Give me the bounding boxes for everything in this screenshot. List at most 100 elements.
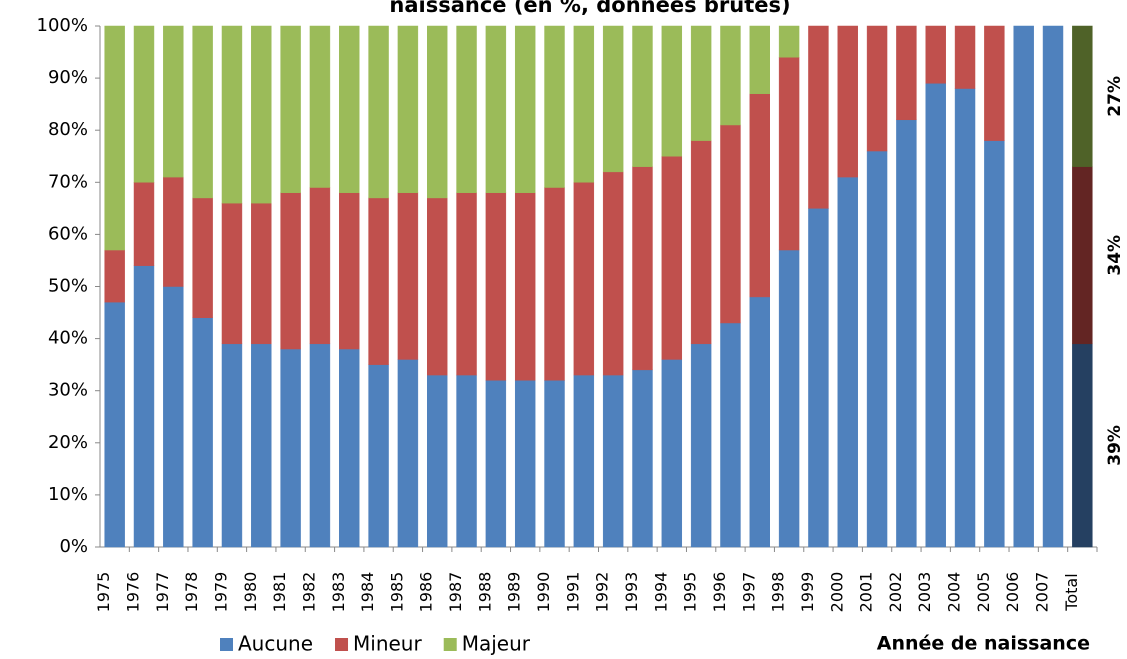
bar-segment [544, 380, 565, 548]
bar-segment [778, 249, 800, 548]
bar-segment [984, 140, 1005, 548]
y-tick-label: 60% [48, 223, 88, 244]
bar-segment [104, 249, 125, 303]
x-tick-label: 2000 [827, 572, 846, 613]
bar-segment [837, 25, 858, 178]
x-tick-label: 1993 [622, 572, 641, 613]
x-tick-label: 1999 [798, 572, 817, 613]
bar-segment [163, 176, 184, 287]
bar-segment [280, 348, 301, 548]
legend-label: Aucune [238, 632, 313, 656]
x-tick-label: 2003 [915, 572, 934, 613]
bar-segment [1072, 25, 1093, 167]
bar-segment [896, 25, 917, 121]
bar-segment [954, 25, 976, 89]
x-tick-label: 2004 [945, 572, 964, 613]
bar-segment [632, 25, 653, 167]
x-tick-label: 1997 [739, 572, 758, 613]
y-tick-label: 70% [48, 171, 88, 192]
bar-segment [221, 25, 243, 204]
bar-segment [661, 359, 683, 548]
bar-segment [1013, 25, 1034, 548]
bar-segment [104, 301, 125, 548]
bar-segment [221, 343, 243, 548]
bar-segment [309, 25, 331, 188]
bar-segment [573, 25, 595, 183]
bar-segment [309, 187, 331, 345]
bar-segment [456, 374, 477, 548]
bar-segment [514, 192, 536, 381]
y-tick-label: 100% [37, 15, 88, 36]
bar-segment [690, 25, 712, 141]
bar-segment [133, 265, 155, 548]
bar-segment [397, 25, 419, 193]
x-tick-label: 1995 [681, 572, 700, 613]
bar-segment [866, 25, 888, 152]
x-tick-label: 1989 [505, 572, 524, 613]
y-tick-label: 0% [59, 536, 88, 557]
bar-segment [339, 348, 360, 548]
bar-segment [896, 119, 917, 548]
y-tick-label: 20% [48, 432, 88, 453]
x-tick-label: 1979 [211, 572, 230, 613]
bar-segment [251, 202, 272, 345]
x-tick-label: 1992 [593, 572, 612, 613]
bar-segment [456, 192, 477, 376]
x-tick-label: 1980 [241, 572, 260, 613]
x-tick-label: 1986 [417, 572, 436, 613]
bar-segment [339, 192, 360, 350]
bar-segment [485, 192, 507, 381]
x-tick-label: 1978 [182, 572, 201, 613]
bar-segment [778, 57, 800, 251]
bar-segment [251, 25, 272, 204]
bar-segment [661, 25, 683, 157]
bar-segment [280, 192, 301, 350]
data-label: 39% [1105, 425, 1125, 466]
bar-segment [573, 374, 595, 548]
y-tick-label: 30% [48, 380, 88, 401]
bar-segment [192, 25, 213, 199]
bar-segment [690, 343, 712, 548]
bar-segment [984, 25, 1005, 141]
x-tick-label: 2006 [1003, 572, 1022, 613]
legend-label: Mineur [353, 632, 422, 656]
bar-segment [456, 25, 477, 193]
bar-segment [1042, 25, 1064, 548]
x-tick-label: 2007 [1033, 572, 1052, 613]
bar-segment [280, 25, 301, 193]
bar-segment [544, 25, 565, 188]
x-tick-label: Total [1062, 573, 1081, 611]
x-tick-label: 2001 [857, 572, 876, 613]
x-tick-label: 1994 [651, 572, 670, 613]
bar-segment [720, 25, 741, 126]
bar-segment [954, 88, 976, 548]
bar-segment [925, 83, 946, 548]
x-tick-label: 2005 [974, 572, 993, 613]
y-tick-label: 80% [48, 119, 88, 140]
bar-segment [133, 182, 155, 266]
bar-segment [485, 25, 507, 193]
data-label: 27% [1105, 76, 1125, 117]
y-tick-label: 90% [48, 67, 88, 88]
bar-segment [514, 25, 536, 193]
x-tick-label: 1976 [123, 572, 142, 613]
bar-segment [573, 182, 595, 376]
bar-segment [192, 317, 213, 548]
bar-segment [427, 197, 448, 376]
x-tick-label: 1998 [769, 572, 788, 613]
bar-segment [192, 197, 213, 319]
bar-segment [339, 25, 360, 193]
x-tick-label: 1982 [299, 572, 318, 613]
bar-segment [427, 374, 448, 548]
bar-segment [602, 25, 624, 173]
bar-segment [749, 296, 770, 548]
x-tick-label: 1977 [153, 572, 172, 613]
bar-segment [749, 93, 770, 298]
x-tick-label: 1988 [475, 572, 494, 613]
x-tick-label: 1983 [329, 572, 348, 613]
bar-segment [309, 343, 331, 548]
data-label: 34% [1105, 235, 1125, 276]
legend-swatch [220, 638, 233, 651]
bar-segment [163, 286, 184, 548]
